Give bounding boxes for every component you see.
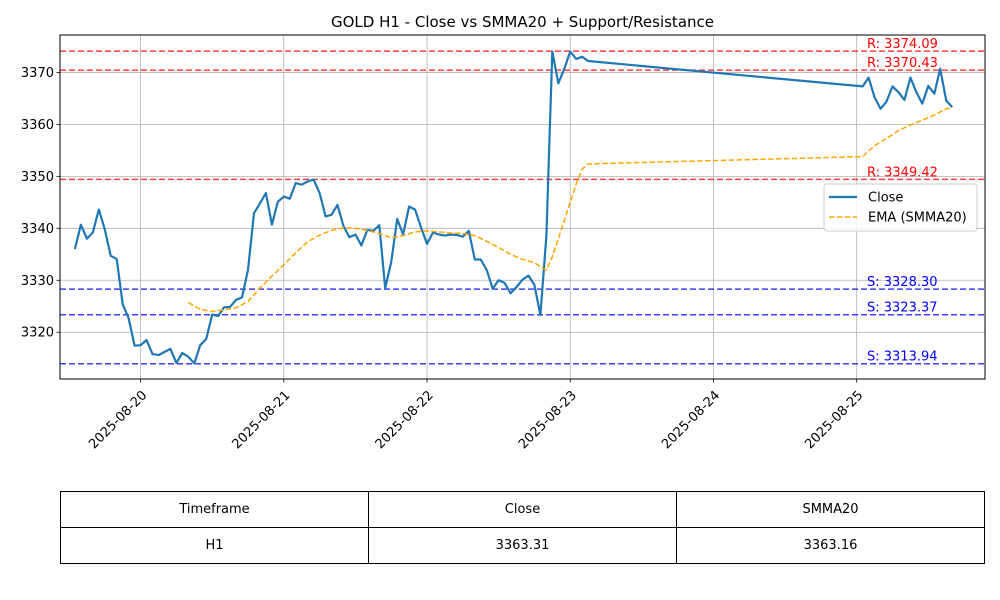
y-tick-label: 3360 bbox=[21, 118, 54, 133]
plot-frame bbox=[59, 34, 986, 380]
x-tick-label: 2025-08-25 bbox=[802, 388, 866, 452]
y-tick-label: 3320 bbox=[21, 326, 54, 341]
table-header-row: Timeframe Close SMMA20 bbox=[60, 491, 985, 528]
x-tick-label: 2025-08-22 bbox=[373, 388, 437, 452]
table-cell: 3363.31 bbox=[368, 527, 677, 564]
resistance-label: R: 3349.42 bbox=[867, 165, 938, 180]
y-tick-label: 3370 bbox=[21, 66, 54, 81]
x-tick-label: 2025-08-24 bbox=[659, 388, 723, 452]
series-layer bbox=[73, 50, 954, 365]
support-label: S: 3328.30 bbox=[867, 275, 938, 290]
table-header-cell: Timeframe bbox=[60, 491, 369, 528]
y-axis: 3320 3330 3340 3350 3360 3370 bbox=[21, 66, 60, 341]
smma20-line bbox=[187, 106, 953, 313]
table-header-cell: SMMA20 bbox=[676, 491, 985, 528]
support-label: S: 3313.94 bbox=[867, 350, 938, 365]
close-line bbox=[73, 50, 954, 365]
legend-box bbox=[823, 183, 978, 232]
y-tick-label: 3350 bbox=[21, 170, 54, 185]
chart: GOLD H1 - Close vs SMMA20 + Support/Resi… bbox=[21, 13, 986, 452]
table-cell: H1 bbox=[60, 527, 369, 564]
legend-label: Close bbox=[868, 191, 903, 206]
grid bbox=[60, 35, 985, 379]
x-tick-label: 2025-08-23 bbox=[516, 388, 580, 452]
summary-table: Timeframe Close SMMA20 H1 3363.31 3363.1… bbox=[60, 491, 985, 564]
legend-label: EMA (SMMA20) bbox=[868, 211, 967, 226]
table-cell: 3363.16 bbox=[676, 527, 985, 564]
y-tick-label: 3330 bbox=[21, 274, 54, 289]
resistance-label: R: 3370.43 bbox=[867, 56, 938, 71]
x-tick-label: 2025-08-20 bbox=[86, 388, 150, 452]
table-header-cell: Close bbox=[368, 491, 677, 528]
level-labels: R: 3374.09 R: 3370.43 R: 3349.42 S: 3328.30… bbox=[867, 37, 938, 365]
chart-title: GOLD H1 - Close vs SMMA20 + Support/Resi… bbox=[331, 13, 714, 31]
y-tick-label: 3340 bbox=[21, 222, 54, 237]
legend: Close EMA (SMMA20) bbox=[823, 183, 978, 232]
x-axis: 2025-08-20 2025-08-21 2025-08-22 2025-08-23… bbox=[86, 379, 866, 452]
resistance-label: R: 3374.09 bbox=[867, 37, 938, 52]
support-label: S: 3323.37 bbox=[867, 301, 938, 316]
x-tick-label: 2025-08-21 bbox=[229, 388, 293, 452]
table-row: H1 3363.31 3363.16 bbox=[60, 527, 985, 564]
